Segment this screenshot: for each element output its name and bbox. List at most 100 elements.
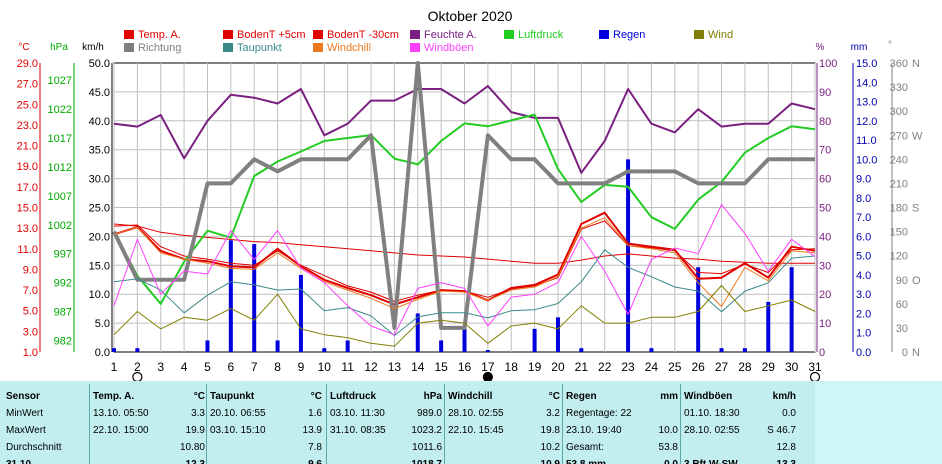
stats-date: 22.10. 15:00 [93, 425, 149, 436]
column-separator [206, 384, 207, 464]
stats-row: MaxWert [6, 422, 86, 439]
hum-tick-label: 0 [819, 347, 825, 359]
rain-tick-label: 8.0 [856, 193, 871, 205]
rain-tick-label: 12.0 [856, 116, 877, 128]
temp-tick-label: 7.0 [23, 285, 38, 297]
stats-row: 7.8 [210, 439, 322, 456]
stats-row-label: Durchschnitt [6, 442, 62, 453]
stats-value: 989.0 [416, 408, 442, 419]
hum-tick-label: 80 [819, 116, 831, 128]
stats-date: 53.8 mm [566, 456, 606, 464]
legend-label: BodenT +5cm [237, 29, 306, 41]
dir-compass-label: O [912, 275, 921, 287]
temp-axis-unit: °C [18, 42, 29, 53]
stats-header: Windchill °C [448, 388, 560, 405]
legend-label: Windchill [327, 42, 371, 54]
legend-label: Taupunkt [237, 42, 282, 54]
rain-bar [228, 240, 233, 352]
temp-tick-label: 1.0 [23, 347, 38, 359]
press-tick-label: 1017 [48, 133, 72, 145]
series-line [113, 285, 816, 347]
wind-tick-label: 40.0 [89, 116, 110, 128]
stats-date: 13.10. 05:50 [93, 408, 149, 419]
legend-label: Luftdruck [518, 29, 564, 41]
wind-tick-label: 5.0 [95, 318, 110, 330]
hum-tick-label: 70 [819, 145, 831, 157]
rain-bar [275, 340, 280, 352]
stats-row: 9.6 [210, 456, 322, 464]
stats-row: 20.10. 06:55 1.6 [210, 405, 322, 422]
column-separator [89, 384, 90, 464]
x-tick-label: 5 [204, 360, 211, 374]
wind-axis-unit: km/h [82, 42, 104, 53]
hum-tick-label: 100 [819, 58, 837, 70]
temp-tick-label: 25.0 [17, 99, 38, 111]
stats-header: Taupunkt °C [210, 388, 322, 405]
axis-headers: °C hPa km/h % mm ° [18, 40, 892, 53]
rain-tick-label: 7.0 [856, 212, 871, 224]
rain-tick-label: 5.0 [856, 251, 871, 263]
stats-row: 01.10. 18:30 0.0 [684, 405, 796, 422]
stats-header: Luftdruck hPa [330, 388, 442, 405]
series-line [113, 217, 816, 310]
stats-row: Regentage: 22 [566, 405, 678, 422]
stats-value: 53.8 [658, 442, 678, 453]
moon-phases [132, 371, 821, 381]
stats-value: 19.9 [185, 425, 205, 436]
legend-swatch [599, 30, 609, 39]
stats-row: 12.8 [684, 439, 796, 456]
stats-header-label: Temp. A. [93, 391, 135, 402]
legend-swatch [410, 30, 420, 39]
dir-tick-label: 150 [890, 227, 908, 239]
series-line [113, 249, 816, 336]
legend-label: Windböen [424, 42, 474, 54]
dir-compass-label: N [912, 58, 920, 70]
dir-tick-label: 300 [890, 106, 908, 118]
column-separator [444, 384, 445, 464]
press-tick-label: 1007 [48, 191, 72, 203]
dir-tick-label: 360 [890, 58, 908, 70]
moon-phase-icon [482, 371, 493, 381]
press-tick-label: 1012 [48, 162, 72, 174]
stats-header-label: Taupunkt [210, 391, 255, 402]
x-tick-label: 14 [411, 360, 425, 374]
dir-tick-label: 0 [902, 347, 908, 359]
stats-value: 13.3 [777, 456, 796, 464]
dir-tick-label: 210 [890, 178, 908, 190]
legend-label: Regen [613, 29, 645, 41]
stats-row: 03.10. 11:30 989.0 [330, 405, 442, 422]
hum-tick-label: 50 [819, 203, 831, 215]
statistics-table: Sensor MinWert MaxWert Durchschnitt 31.10. Te… [0, 381, 942, 464]
press-tick-label: 1027 [48, 75, 72, 87]
x-tick-label: 9 [298, 360, 305, 374]
rain-bar [555, 317, 560, 352]
stats-header: Windböen km/h [684, 388, 796, 405]
rain-bar [135, 348, 140, 352]
stats-header: Temp. A. °C [93, 388, 205, 405]
x-tick-label: 20 [551, 360, 565, 374]
dir-tick-label: 270 [890, 130, 908, 142]
stats-column: Taupunkt °C 20.10. 06:55 1.6 03.10. 15:10 13.… [210, 381, 322, 464]
stats-row: 13.10. 05:50 3.3 [93, 405, 205, 422]
x-tick-label: 4 [181, 360, 188, 374]
wind-tick-label: 30.0 [89, 174, 110, 186]
column-separator [326, 384, 327, 464]
x-tick-label: 30 [785, 360, 799, 374]
x-tick-label: 3 [157, 360, 164, 374]
stats-header-unit: °C [310, 391, 322, 402]
legend-label: Feuchte A. [424, 29, 477, 41]
rain-bar [626, 159, 631, 352]
stats-column: Luftdruck hPa 03.10. 11:30 989.0 31.10. 08:3… [330, 381, 442, 464]
wind-tick-label: 0.0 [95, 347, 110, 359]
rain-tick-label: 2.0 [856, 308, 871, 320]
x-tick-label: 19 [528, 360, 542, 374]
temp-tick-label: 23.0 [17, 120, 38, 132]
stats-header: Sensor [6, 388, 86, 405]
stats-row: 03.10. 15:10 13.9 [210, 422, 322, 439]
chart-title: Oktober 2020 [428, 8, 513, 24]
legend: Temp. A. BodenT +5cm BodenT -30cm Feuchte A… [124, 29, 733, 54]
rain-tick-label: 10.0 [856, 154, 877, 166]
dir-tick-label: 30 [896, 323, 908, 335]
stats-value: 12.3 [186, 456, 205, 464]
moon-phase-icon [132, 371, 143, 381]
